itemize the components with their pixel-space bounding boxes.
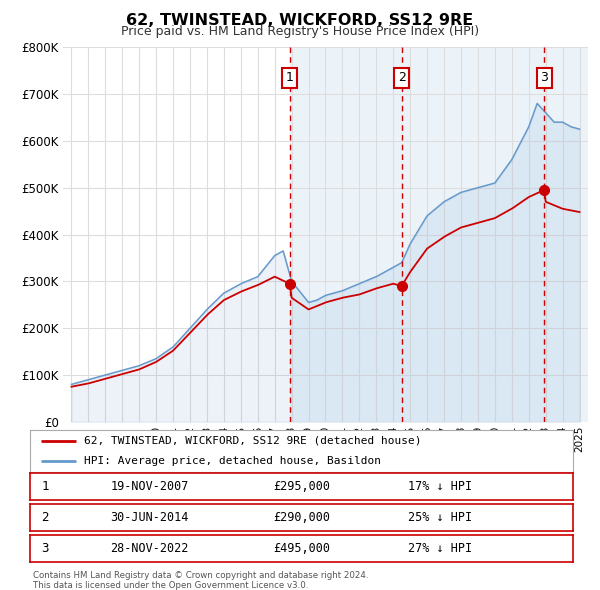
Text: 2: 2 — [398, 71, 406, 84]
Text: Contains HM Land Registry data © Crown copyright and database right 2024.: Contains HM Land Registry data © Crown c… — [33, 571, 368, 580]
Text: 28-NOV-2022: 28-NOV-2022 — [110, 542, 188, 555]
Text: 25% ↓ HPI: 25% ↓ HPI — [408, 511, 472, 524]
Text: 1: 1 — [286, 71, 293, 84]
Text: 2: 2 — [41, 511, 49, 524]
Text: 19-NOV-2007: 19-NOV-2007 — [110, 480, 188, 493]
Text: £295,000: £295,000 — [273, 480, 330, 493]
Text: 3: 3 — [540, 71, 548, 84]
Text: 3: 3 — [41, 542, 49, 555]
Bar — [290, 47, 401, 422]
Text: £290,000: £290,000 — [273, 511, 330, 524]
Text: This data is licensed under the Open Government Licence v3.0.: This data is licensed under the Open Gov… — [33, 581, 308, 589]
Text: 27% ↓ HPI: 27% ↓ HPI — [408, 542, 472, 555]
Text: HPI: Average price, detached house, Basildon: HPI: Average price, detached house, Basi… — [85, 456, 382, 466]
Text: 30-JUN-2014: 30-JUN-2014 — [110, 511, 188, 524]
Text: Price paid vs. HM Land Registry's House Price Index (HPI): Price paid vs. HM Land Registry's House … — [121, 25, 479, 38]
Text: 62, TWINSTEAD, WICKFORD, SS12 9RE: 62, TWINSTEAD, WICKFORD, SS12 9RE — [127, 13, 473, 28]
Text: 1: 1 — [41, 480, 49, 493]
Text: 62, TWINSTEAD, WICKFORD, SS12 9RE (detached house): 62, TWINSTEAD, WICKFORD, SS12 9RE (detac… — [85, 435, 422, 445]
Text: £495,000: £495,000 — [273, 542, 330, 555]
Bar — [401, 47, 544, 422]
Bar — [544, 47, 588, 422]
Text: 17% ↓ HPI: 17% ↓ HPI — [408, 480, 472, 493]
